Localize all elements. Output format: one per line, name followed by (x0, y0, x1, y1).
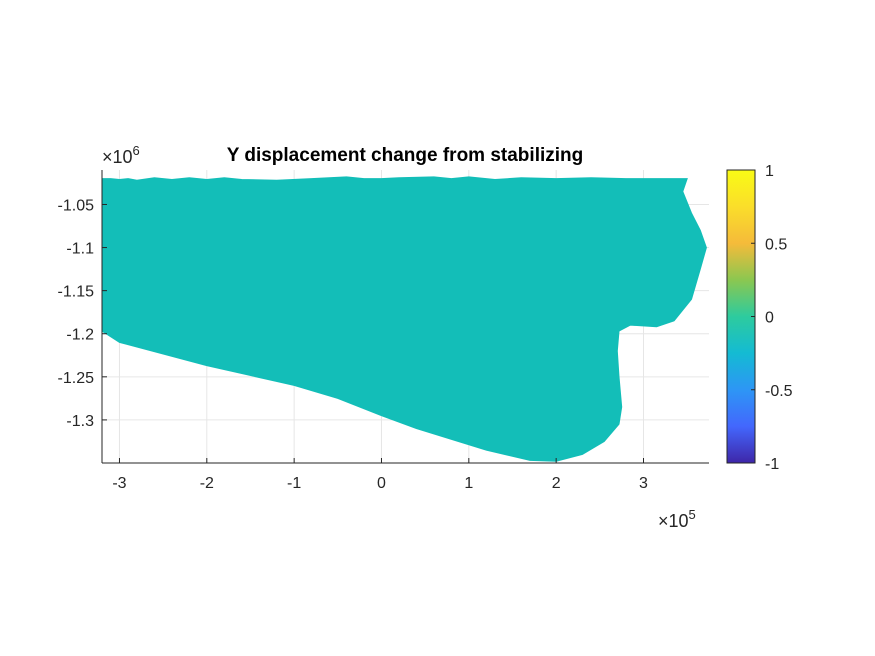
displacement-field-region (101, 176, 707, 462)
x-tick-label: -3 (112, 475, 126, 492)
colorbar: 1 0.5 0 -0.5 -1 (726, 163, 793, 473)
colorbar-tick-label: -0.5 (765, 383, 793, 400)
y-tick-label: -1.2 (66, 327, 94, 344)
x-tick-label: 3 (639, 475, 648, 492)
x-tick-label: 0 (377, 475, 386, 492)
x-axis-multiplier: ×105 (658, 507, 696, 531)
colorbar-tick-label: 0 (765, 310, 774, 327)
plot-area: -3 -2 -1 0 1 2 3 -1.05 -1.1 -1.15 -1.2 -1.25 -1.3 ×10… (58, 143, 709, 531)
y-tick-label: -1.15 (58, 284, 95, 301)
colorbar-tick-label: -1 (765, 456, 779, 473)
x-tick-label: 2 (552, 475, 561, 492)
colorbar-gradient (726, 169, 756, 464)
colorbar-tick-label: 0.5 (765, 236, 787, 253)
chart-title: Y displacement change from stabilizing (227, 145, 584, 166)
x-tick-label: -2 (200, 475, 214, 492)
y-axis-multiplier: ×106 (102, 143, 140, 167)
colorbar-tick-label: 1 (765, 163, 774, 180)
y-tick-label: -1.05 (58, 197, 95, 214)
y-tick-label: -1.3 (66, 413, 94, 430)
x-tick-label: -1 (287, 475, 301, 492)
x-tick-label: 1 (464, 475, 473, 492)
y-tick-label: -1.1 (66, 241, 94, 258)
y-tick-label: -1.25 (58, 370, 95, 387)
